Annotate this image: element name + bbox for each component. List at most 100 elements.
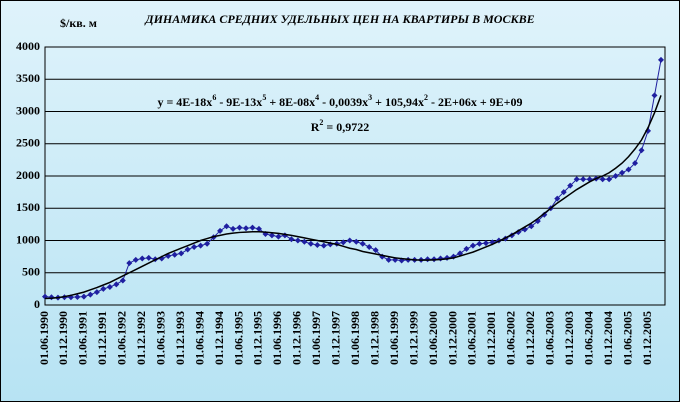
point [74, 293, 81, 300]
x-tick-label: 01.12.1997 [329, 311, 343, 365]
equation-part: 2 [424, 93, 428, 102]
y-tick-label: 500 [22, 265, 40, 279]
point [113, 281, 120, 288]
point [87, 291, 94, 298]
x-tick-label: 01.12.1990 [56, 311, 70, 365]
point [463, 245, 470, 252]
y-tick-label: 1000 [16, 232, 40, 246]
y-tick-label: 2000 [16, 168, 40, 182]
x-tick-label: 01.12.2001 [484, 311, 498, 365]
x-tick-label: 01.06.2000 [426, 311, 440, 365]
equation-part: 6 [212, 93, 216, 102]
x-tick-label: 01.12.1999 [406, 311, 420, 365]
point [268, 232, 275, 239]
x-tick-label: 01.12.2002 [523, 311, 537, 365]
point [204, 240, 211, 247]
r-squared-part: = 0,9722 [323, 120, 369, 134]
x-tick-label: 01.12.2000 [445, 311, 459, 365]
y-tick-label: 1500 [16, 200, 40, 214]
x-tick-label: 01.12.1992 [134, 311, 148, 365]
point [580, 176, 587, 183]
equation-part: 3 [368, 93, 372, 102]
point [301, 238, 308, 245]
x-tick-label: 01.06.2005 [620, 311, 634, 365]
x-tick-label: 01.12.2005 [640, 311, 654, 365]
x-tick-label: 01.06.1992 [115, 311, 129, 365]
point [359, 240, 366, 247]
point [612, 173, 619, 179]
chart-title: ДИНАМИКА СРЕДНИХ УДЕЛЬНЫХ ЦЕН НА КВАРТИР… [144, 12, 534, 26]
x-tick-label: 01.12.1991 [95, 311, 109, 365]
point [255, 225, 262, 232]
point [294, 237, 301, 244]
x-tick-label: 01.06.1990 [37, 311, 51, 365]
equation-part: - 0,0039x [319, 95, 368, 109]
y-tick-label: 3500 [16, 71, 40, 85]
point [658, 56, 664, 63]
x-tick-label: 01.06.1993 [153, 311, 167, 365]
x-tick-label: 01.06.1996 [270, 311, 284, 365]
point [482, 240, 489, 247]
y-tick-label: 2500 [16, 136, 40, 150]
x-tick-label: 01.06.1995 [231, 311, 245, 365]
x-tick-label: 01.12.1998 [367, 311, 381, 365]
point [119, 277, 126, 284]
x-tick-label: 01.12.1996 [290, 311, 304, 365]
x-tick-label: 01.06.2001 [465, 311, 479, 365]
point [599, 176, 606, 183]
x-tick-label: 01.06.1998 [348, 311, 362, 365]
point [197, 242, 204, 249]
point [320, 242, 327, 249]
point [476, 240, 483, 247]
point [217, 227, 224, 234]
x-tick-label: 01.06.1994 [192, 311, 206, 365]
point [243, 225, 250, 232]
equation-part: - 2E+06x + 9E+09 [428, 95, 523, 109]
y-tick-label: 0 [34, 297, 40, 311]
point [100, 285, 107, 292]
point [191, 243, 198, 250]
point [223, 223, 230, 230]
point [93, 289, 100, 296]
point [145, 254, 152, 261]
x-tick-label: 01.06.1999 [387, 311, 401, 365]
x-tick-label: 01.06.1991 [76, 311, 90, 365]
point [625, 166, 632, 173]
point [184, 246, 191, 253]
equation-part: - 9E-13x [216, 95, 262, 109]
point [567, 182, 574, 189]
point [573, 176, 580, 183]
point [275, 233, 282, 240]
point [541, 211, 548, 218]
point [560, 189, 567, 196]
equation-part: + 8E-08x [266, 95, 315, 109]
point [469, 242, 476, 249]
point [619, 169, 626, 176]
equation-part: 5 [262, 93, 266, 102]
point [249, 224, 256, 231]
point [554, 195, 561, 202]
y-tick-label: 3000 [16, 103, 40, 117]
point [340, 239, 347, 246]
equation-part: 4 [315, 93, 319, 102]
r-squared-part: 2 [319, 118, 323, 127]
point [638, 147, 645, 154]
point [139, 255, 146, 262]
x-tick-label: 01.06.2004 [581, 311, 595, 365]
point [353, 238, 360, 245]
equation-part: y = 4E-18x [157, 95, 212, 109]
point [385, 256, 392, 263]
r-squared: R2 = 0,9722 [311, 118, 370, 134]
point [314, 242, 321, 249]
y-axis-label: $/кв. м [60, 16, 97, 30]
point [366, 243, 373, 250]
point [80, 293, 87, 300]
y-tick-label: 4000 [16, 39, 40, 53]
point [307, 240, 314, 247]
point [236, 224, 243, 231]
point [132, 256, 139, 263]
x-tick-label: 01.12.1994 [212, 311, 226, 365]
equation-part: + 105,94x [372, 95, 424, 109]
x-tick-label: 01.12.2003 [562, 311, 576, 365]
